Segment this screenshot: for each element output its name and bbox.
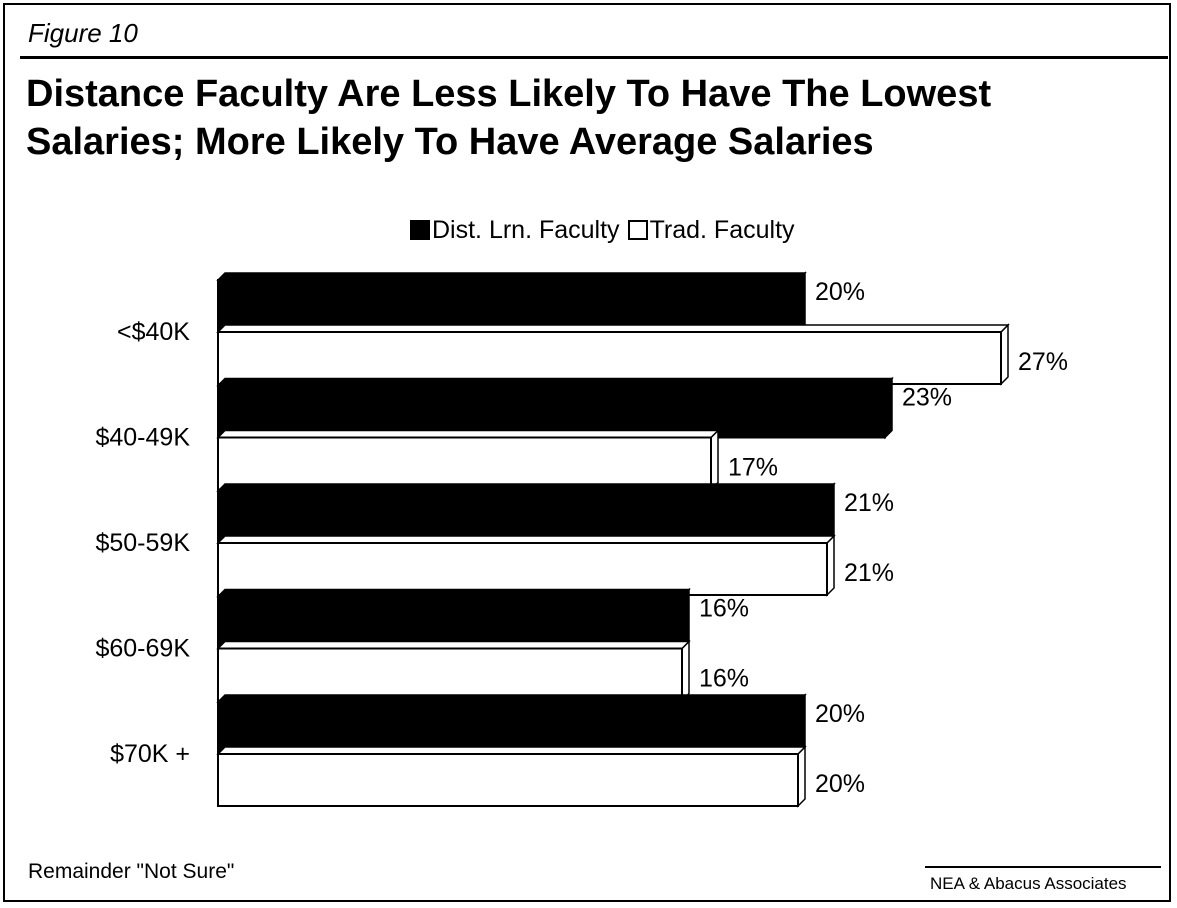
legend-swatch-dist bbox=[410, 220, 430, 240]
category-label: $40-49K bbox=[95, 424, 190, 452]
bar-top-dist bbox=[216, 694, 807, 703]
bar-trad bbox=[217, 331, 1002, 385]
legend-swatch-trad bbox=[627, 220, 648, 240]
footnote: Remainder "Not Sure" bbox=[28, 860, 235, 883]
bar-side-dist bbox=[681, 587, 690, 651]
bar-side-dist bbox=[797, 271, 806, 334]
bar-dist bbox=[217, 279, 799, 333]
data-label-trad: 27% bbox=[1018, 348, 1068, 376]
bar-side-trad bbox=[826, 534, 835, 597]
data-label-dist: 21% bbox=[844, 489, 894, 517]
data-label-dist: 23% bbox=[902, 384, 952, 412]
legend-item-trad: Trad. Faculty bbox=[627, 215, 795, 245]
bar-dist bbox=[217, 384, 886, 439]
bar-top-dist bbox=[216, 377, 894, 387]
bar-trad bbox=[217, 647, 683, 702]
data-label-trad: 16% bbox=[699, 665, 749, 693]
source-credit: NEA & Abacus Associates bbox=[930, 874, 1127, 893]
data-label-dist: 20% bbox=[815, 278, 865, 306]
bar-side-trad bbox=[681, 639, 690, 703]
source-rule bbox=[925, 866, 1161, 868]
data-label-trad: 21% bbox=[844, 559, 894, 587]
bar-side-dist bbox=[884, 376, 893, 440]
bar-trad bbox=[217, 753, 799, 807]
data-label-dist: 20% bbox=[815, 700, 865, 728]
category-label: $60-69K bbox=[95, 635, 190, 663]
data-label-trad: 17% bbox=[728, 454, 778, 482]
bar-trad bbox=[217, 436, 712, 491]
figure-label: Figure 10 bbox=[28, 18, 138, 48]
bar-side-trad bbox=[1000, 323, 1009, 386]
bar-dist bbox=[217, 595, 683, 650]
bar-side-dist bbox=[826, 482, 835, 545]
data-label-dist: 16% bbox=[699, 595, 749, 623]
chart-title: Distance Faculty Are Less Likely To Have… bbox=[26, 73, 992, 163]
bar-top-dist bbox=[216, 272, 807, 281]
bar-top-trad bbox=[216, 640, 691, 650]
bar-dist bbox=[217, 701, 799, 755]
bar-top-trad bbox=[216, 429, 720, 439]
bar-side-dist bbox=[797, 693, 806, 756]
category-label: $50-59K bbox=[95, 529, 190, 557]
category-label: $70K + bbox=[110, 740, 190, 768]
bar-trad bbox=[217, 542, 828, 596]
legend-label-dist: Dist. Lrn. Faculty bbox=[432, 215, 620, 244]
bar-top-trad bbox=[216, 746, 807, 755]
bar-top-dist bbox=[216, 588, 691, 598]
category-label: <$40K bbox=[117, 318, 190, 346]
legend-item-dist: Dist. Lrn. Faculty bbox=[410, 216, 620, 245]
data-label-trad: 20% bbox=[815, 770, 865, 798]
chart-legend: Dist. Lrn. Faculty Trad. Faculty bbox=[410, 212, 803, 248]
bar-top-trad bbox=[216, 324, 1010, 333]
bar-dist bbox=[217, 490, 828, 544]
bar-top-dist bbox=[216, 483, 836, 492]
legend-label-trad: Trad. Faculty bbox=[649, 215, 795, 244]
figure-label-rule bbox=[20, 56, 1168, 59]
bar-side-trad bbox=[710, 428, 719, 492]
bar-top-trad bbox=[216, 535, 836, 544]
bar-side-trad bbox=[797, 745, 806, 808]
